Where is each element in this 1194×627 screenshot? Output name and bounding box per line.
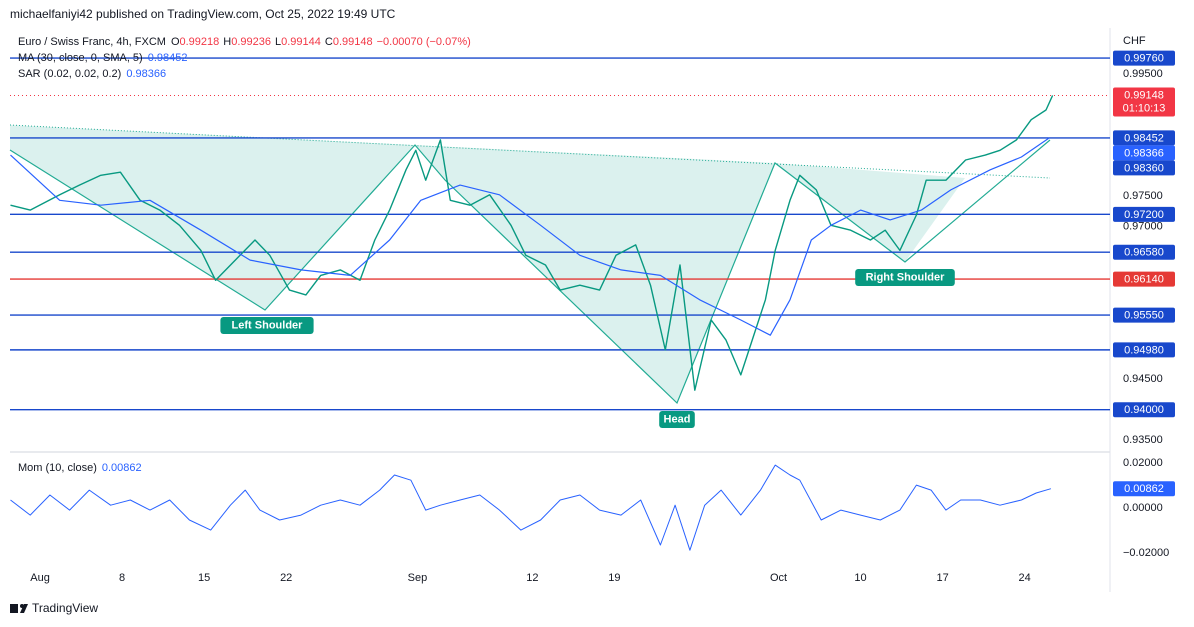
level-label-box [1113, 206, 1175, 222]
symbol: Euro / Swiss Franc, 4h, FXCM [18, 36, 166, 48]
annotation: Right Shoulder [866, 271, 946, 283]
y-tick-label: 0.97500 [1123, 190, 1163, 202]
level-label: 0.95550 [1124, 309, 1164, 321]
last-price-box [1113, 87, 1175, 117]
logo-slash [20, 604, 28, 613]
level-label: 0.99760 [1124, 52, 1164, 64]
neckline [9, 124, 1051, 179]
ohlc-value: 0.99144 [281, 36, 321, 48]
x-tick-label: 15 [198, 572, 210, 584]
annotation: Head [664, 413, 691, 425]
indicator-value: 0.00862 [102, 462, 142, 474]
ohlc-name: O [171, 36, 180, 48]
y-tick-label: 0.93500 [1123, 434, 1163, 446]
x-tick-label: 19 [608, 572, 620, 584]
indicator-legend: SAR (0.02, 0.02, 0.2) 0.98366 [18, 68, 166, 80]
y-tick-label: 0.02000 [1123, 457, 1163, 469]
level-label: 0.97200 [1124, 209, 1164, 221]
level-label: 0.98360 [1124, 162, 1164, 174]
x-tick-label: 22 [280, 572, 292, 584]
y-tick-label: 0.99500 [1123, 68, 1163, 80]
ohlc-name: C [325, 36, 333, 48]
level-label: 0.96580 [1124, 247, 1164, 259]
y-tick-label: 0.97000 [1123, 220, 1163, 232]
level-label-box [1113, 244, 1175, 260]
indicator-legend: MA (30, close, 0, SMA, 5) 0.98452 [18, 52, 187, 64]
x-tick-label: 17 [936, 572, 948, 584]
level-label: 0.94980 [1124, 344, 1164, 356]
x-tick-label: 10 [854, 572, 866, 584]
pattern-fill [10, 125, 965, 403]
ohlc-value: 0.99236 [231, 36, 271, 48]
logo-mark [10, 604, 18, 613]
ohlc-name: L [275, 36, 281, 48]
level-label-box [1113, 130, 1175, 146]
publisher-line: michaelfaniyi42 published on TradingView… [10, 7, 396, 21]
indicator-legend: Mom (10, close) 0.00862 [18, 462, 142, 474]
brand-name: TradingView [32, 601, 98, 615]
pattern-outline [9, 139, 1051, 405]
annotation: Left Shoulder [232, 319, 304, 331]
ohlc-value: 0.99148 [333, 36, 373, 48]
x-tick-label: Aug [30, 572, 50, 584]
x-tick-label: 8 [119, 572, 125, 584]
x-tick-label: 12 [526, 572, 538, 584]
price-line [10, 95, 1054, 391]
indicator-value-label: 0.00862 [1124, 483, 1164, 495]
level-label: 0.98366 [1124, 147, 1164, 159]
level-label-box [1113, 145, 1175, 161]
annotation-box [855, 269, 955, 286]
last-price: 0.99148 [1124, 89, 1164, 101]
indicator-value: 0.98452 [148, 52, 188, 64]
indicator-name: Mom (10, close) [18, 462, 97, 474]
change: −0.00070 (−0.07%) [377, 36, 471, 48]
level-label-box [1113, 160, 1175, 176]
annotation-box [220, 317, 314, 334]
ma-line [10, 137, 1050, 336]
level-label-box [1113, 342, 1175, 358]
level-label-box [1113, 271, 1175, 287]
legend-main: Euro / Swiss Franc, 4h, FXCM O0.99218 H0.9… [18, 36, 471, 48]
level-label: 0.96140 [1124, 273, 1164, 285]
countdown: 01:10:13 [1123, 102, 1166, 114]
momentum-line [10, 464, 1052, 551]
indicator-name: MA (30, close, 0, SMA, 5) [18, 52, 143, 64]
brand: TradingView [10, 601, 98, 615]
indicator-value-label-box [1113, 481, 1175, 497]
level-label-box [1113, 50, 1175, 66]
y-tick-label: 0.94500 [1123, 373, 1163, 385]
x-tick-label: 24 [1019, 572, 1031, 584]
x-tick-label: Oct [770, 572, 787, 584]
annotation-box [659, 411, 695, 428]
indicator-value: 0.98366 [126, 68, 166, 80]
y-tick-label: −0.02000 [1123, 547, 1169, 559]
ohlc-value: 0.99218 [180, 36, 220, 48]
ohlc-name: H [223, 36, 231, 48]
x-tick-label: Sep [408, 572, 428, 584]
y-tick-label: 0.00000 [1123, 502, 1163, 514]
level-label: 0.98452 [1124, 132, 1164, 144]
level-label-box [1113, 307, 1175, 323]
level-label: 0.94000 [1124, 404, 1164, 416]
currency: CHF [1123, 35, 1146, 47]
level-label-box [1113, 402, 1175, 418]
indicator-name: SAR (0.02, 0.02, 0.2) [18, 68, 121, 80]
